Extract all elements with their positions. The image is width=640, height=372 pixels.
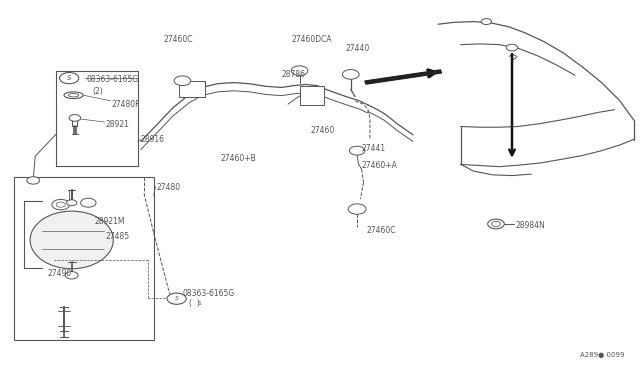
- Text: 27460+B: 27460+B: [221, 154, 257, 163]
- Circle shape: [65, 272, 78, 279]
- Text: 28786: 28786: [282, 70, 306, 79]
- Text: 27480: 27480: [157, 183, 181, 192]
- Text: 27460C: 27460C: [367, 226, 396, 235]
- Circle shape: [506, 44, 518, 51]
- Text: A289● 0099: A289● 0099: [579, 352, 624, 358]
- Circle shape: [291, 66, 308, 76]
- Circle shape: [69, 115, 81, 121]
- Circle shape: [492, 221, 500, 227]
- Text: 28921M: 28921M: [95, 217, 125, 226]
- Circle shape: [81, 198, 96, 207]
- Ellipse shape: [68, 94, 79, 97]
- Text: 08363-6165G: 08363-6165G: [86, 76, 139, 84]
- Circle shape: [349, 146, 365, 155]
- Text: 27490: 27490: [48, 269, 72, 278]
- Text: 27460+A: 27460+A: [362, 161, 397, 170]
- Text: 27460: 27460: [310, 126, 335, 135]
- Ellipse shape: [30, 211, 113, 269]
- Circle shape: [56, 202, 65, 207]
- Text: 27460DCA: 27460DCA: [291, 35, 332, 44]
- Circle shape: [60, 73, 79, 84]
- Circle shape: [481, 19, 492, 25]
- Text: 27480F: 27480F: [112, 100, 141, 109]
- Text: (  ): ( ): [189, 299, 200, 308]
- Text: S: S: [175, 296, 179, 301]
- Text: 28921: 28921: [106, 120, 129, 129]
- Circle shape: [348, 204, 366, 214]
- Text: 27460C: 27460C: [163, 35, 193, 44]
- Ellipse shape: [64, 92, 83, 99]
- Circle shape: [174, 76, 191, 86]
- Bar: [179, 81, 205, 97]
- Circle shape: [67, 200, 77, 206]
- Text: 27441: 27441: [362, 144, 386, 153]
- Bar: [300, 86, 324, 105]
- Text: 08363-6165G: 08363-6165G: [182, 289, 235, 298]
- Circle shape: [52, 199, 70, 210]
- Circle shape: [27, 177, 40, 184]
- Text: 28916: 28916: [141, 135, 165, 144]
- Text: S: S: [67, 75, 72, 81]
- Text: 27440: 27440: [346, 44, 370, 53]
- Text: (2): (2): [93, 87, 104, 96]
- Text: 28984N: 28984N: [515, 221, 545, 230]
- Text: 27485: 27485: [106, 232, 130, 241]
- Circle shape: [167, 293, 186, 304]
- Bar: [14, 177, 154, 340]
- Text: 1: 1: [197, 301, 201, 306]
- Circle shape: [342, 70, 359, 79]
- Circle shape: [488, 219, 504, 229]
- Polygon shape: [365, 70, 442, 84]
